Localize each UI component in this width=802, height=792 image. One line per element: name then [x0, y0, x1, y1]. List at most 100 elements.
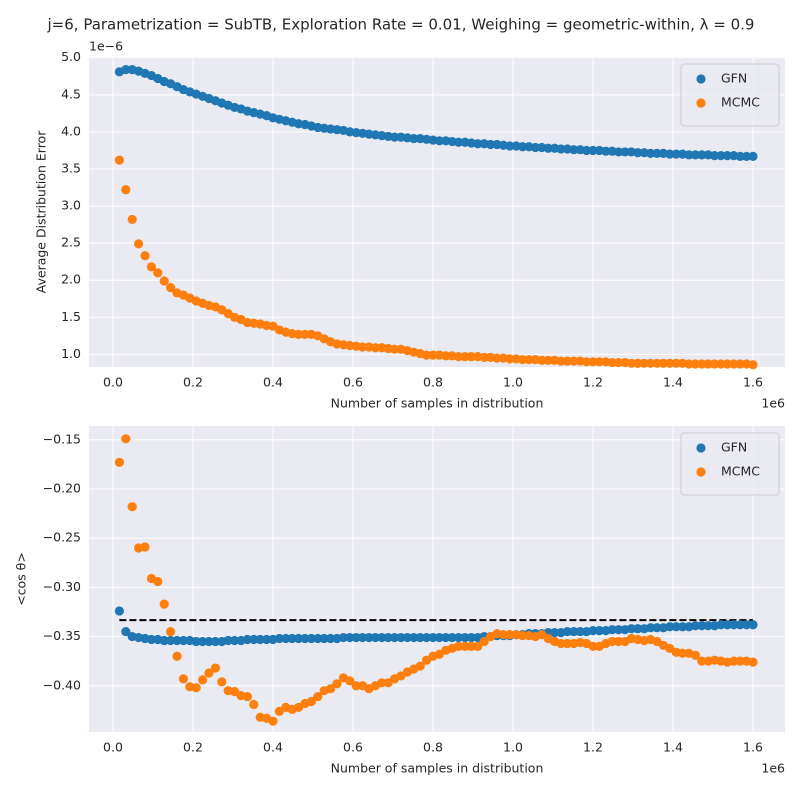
point — [703, 621, 713, 631]
point — [716, 151, 726, 161]
point — [434, 136, 444, 146]
point — [646, 358, 656, 368]
y-tick-label: 1.0 — [61, 346, 81, 361]
point — [415, 632, 425, 643]
point — [121, 65, 131, 75]
point — [473, 139, 483, 149]
point — [345, 676, 355, 686]
y-tick-label: 3.0 — [61, 198, 81, 213]
point — [614, 625, 624, 635]
point — [505, 629, 515, 640]
point — [294, 633, 304, 644]
point — [114, 606, 124, 616]
point — [479, 352, 489, 362]
point — [646, 623, 656, 633]
point — [210, 636, 220, 647]
point — [633, 358, 643, 368]
point — [358, 632, 368, 643]
point — [473, 641, 483, 651]
point — [678, 648, 688, 658]
y-offset-label: 1e−6 — [89, 39, 123, 54]
point — [556, 638, 566, 649]
point — [562, 638, 573, 649]
point — [710, 151, 720, 161]
point — [633, 148, 643, 158]
point — [562, 356, 573, 366]
point — [191, 683, 201, 693]
point — [428, 350, 438, 360]
point — [249, 699, 259, 710]
point — [127, 502, 137, 512]
x-tick-label: 0.0 — [103, 740, 123, 755]
point — [114, 457, 124, 468]
x-tick-label: 1.4 — [663, 375, 683, 390]
legend-marker — [696, 443, 706, 453]
point — [556, 144, 566, 154]
point — [614, 147, 624, 157]
point — [345, 632, 355, 643]
point — [326, 684, 336, 694]
point — [428, 632, 438, 643]
point — [370, 632, 380, 643]
point — [121, 627, 131, 637]
point — [146, 634, 156, 645]
point — [466, 632, 476, 643]
point — [658, 358, 669, 368]
point — [722, 620, 733, 630]
x-offset-label: 1e6 — [761, 396, 785, 411]
point — [454, 137, 464, 147]
point — [594, 357, 605, 367]
point — [646, 148, 656, 159]
point — [460, 632, 470, 643]
point — [153, 268, 163, 278]
point — [422, 350, 432, 360]
x-tick-label: 0.0 — [103, 375, 123, 390]
point — [217, 677, 227, 687]
point — [492, 353, 502, 363]
x-tick-label: 1.6 — [743, 740, 763, 755]
point — [377, 678, 387, 688]
y-tick-label: 5.0 — [61, 49, 81, 64]
y-tick-label: 2.5 — [61, 235, 81, 250]
point — [422, 632, 432, 643]
point — [690, 150, 701, 160]
point — [287, 633, 297, 644]
point — [582, 145, 592, 156]
x-axis-label: Number of samples in distribution — [331, 761, 544, 776]
point — [748, 620, 758, 630]
point — [690, 359, 701, 369]
point — [665, 358, 675, 368]
point — [665, 622, 675, 632]
point — [562, 627, 573, 637]
point — [722, 151, 733, 161]
point — [518, 354, 528, 365]
point — [505, 354, 515, 364]
point — [614, 357, 624, 368]
point — [319, 633, 329, 644]
point — [351, 632, 361, 643]
x-axis-label: Number of samples in distribution — [331, 396, 544, 411]
point — [518, 630, 528, 641]
point — [697, 656, 707, 666]
point — [671, 358, 681, 368]
x-tick-label: 1.2 — [583, 375, 603, 390]
legend-label: GFN — [721, 440, 747, 455]
x-tick-label: 1.0 — [503, 375, 523, 390]
point — [671, 622, 681, 632]
figure-title: j=6, Parametrization = SubTB, Exploratio… — [47, 16, 755, 34]
point — [415, 661, 425, 671]
point — [255, 634, 265, 645]
point — [518, 142, 528, 152]
plot-area — [89, 57, 785, 367]
point — [582, 357, 592, 367]
y-tick-label: −0.25 — [43, 530, 81, 545]
point — [364, 632, 374, 643]
x-offset-label: 1e6 — [761, 761, 785, 776]
point — [735, 620, 745, 630]
point — [748, 657, 758, 667]
point — [524, 354, 534, 365]
point — [729, 620, 739, 630]
point — [159, 635, 169, 646]
point — [466, 641, 476, 651]
